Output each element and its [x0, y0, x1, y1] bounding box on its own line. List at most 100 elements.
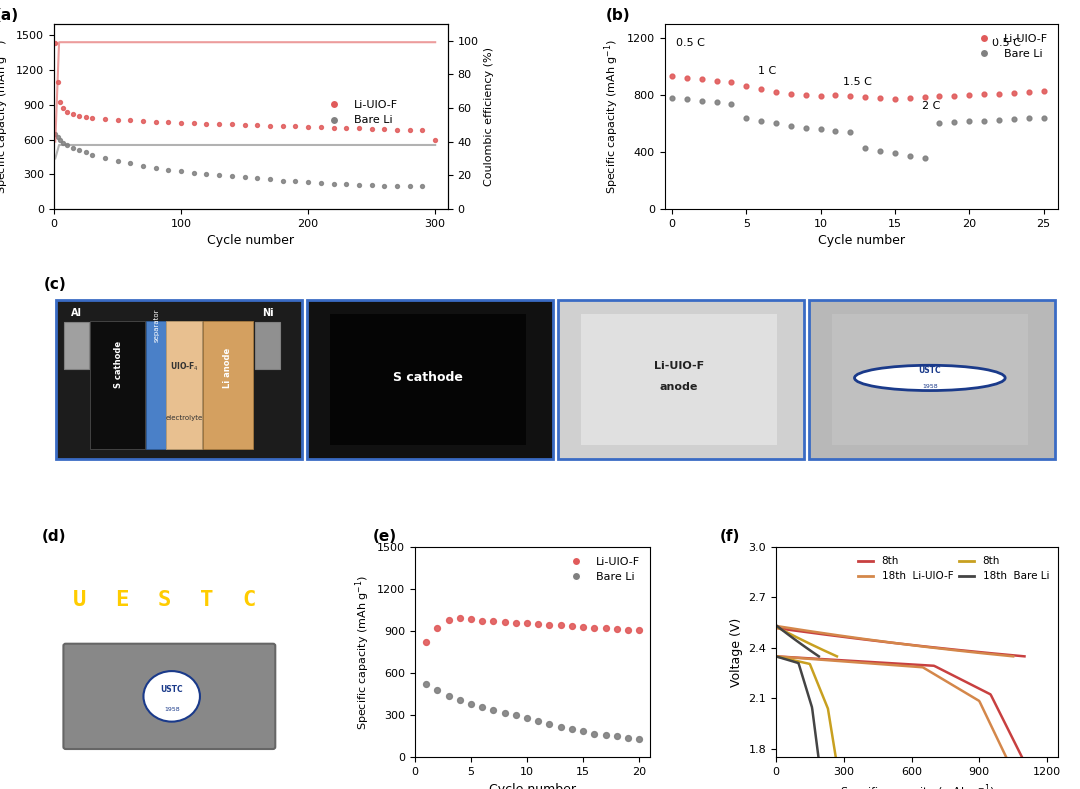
Point [83, 148, 100, 161]
Point [827, 125, 845, 137]
Point [401, 124, 418, 136]
Text: 0.5 C: 0.5 C [676, 39, 705, 48]
Point [753, 114, 770, 127]
Point [812, 89, 829, 102]
Point [147, 162, 164, 174]
Point [1005, 113, 1023, 125]
Point [887, 147, 904, 159]
Text: Li anode: Li anode [224, 348, 232, 388]
Point [496, 706, 513, 719]
Bar [558, 301, 805, 458]
Text: USTC: USTC [918, 366, 941, 375]
Point [552, 619, 569, 632]
Point [753, 83, 770, 95]
Point [338, 122, 355, 134]
Point [52, 96, 69, 109]
Point [376, 123, 393, 136]
Point [608, 623, 625, 635]
Y-axis label: Coulombic efficiency (%): Coulombic efficiency (%) [484, 47, 495, 186]
Text: Ni: Ni [262, 308, 273, 318]
Point [58, 138, 76, 151]
Point [529, 715, 546, 727]
Point [564, 723, 581, 735]
Point [261, 119, 279, 132]
Point [663, 70, 680, 83]
Point [946, 116, 963, 129]
Point [738, 80, 755, 93]
Point [575, 725, 592, 738]
Point [235, 171, 253, 184]
Point [71, 110, 89, 122]
Point [841, 90, 859, 103]
Text: S cathode: S cathode [393, 372, 462, 384]
Text: UIO-F$_4$: UIO-F$_4$ [170, 361, 199, 373]
Point [299, 121, 316, 133]
Point [1035, 111, 1052, 124]
Point [631, 733, 648, 746]
Point [147, 115, 164, 128]
Point [338, 178, 355, 190]
Point [693, 73, 711, 85]
Point [782, 120, 799, 133]
Point [1020, 86, 1037, 99]
Point [261, 173, 279, 185]
Legend: 8th, 18th  Li-UIO-F, 8th, 18th  Bare Li: 8th, 18th Li-UIO-F, 8th, 18th Bare Li [853, 552, 1053, 585]
Point [325, 122, 342, 134]
Point [975, 88, 993, 100]
Point [887, 92, 904, 105]
Point [812, 123, 829, 136]
Point [427, 133, 444, 146]
Point [529, 618, 546, 630]
Point [50, 75, 67, 88]
Point [508, 616, 525, 629]
Point [916, 91, 933, 103]
Text: (b): (b) [606, 8, 630, 23]
Point [738, 111, 755, 124]
Point [485, 615, 502, 627]
Point [211, 118, 228, 130]
Point [418, 636, 435, 649]
Point [248, 172, 266, 185]
Point [872, 92, 889, 104]
Text: 1.5 C: 1.5 C [842, 77, 872, 87]
Text: S: S [158, 590, 171, 610]
Text: electrolyte: electrolyte [166, 415, 203, 421]
Y-axis label: Voltage (V): Voltage (V) [730, 618, 743, 686]
Text: anode: anode [660, 382, 698, 391]
Point [160, 116, 177, 129]
Point [312, 121, 329, 133]
Point [65, 108, 82, 121]
Text: 1958: 1958 [164, 707, 179, 712]
Point [663, 92, 680, 104]
Point [901, 150, 918, 163]
Legend: Li-UIO-F, Bare Li: Li-UIO-F, Bare Li [561, 552, 645, 587]
Point [960, 88, 977, 101]
Text: 1 C: 1 C [758, 65, 777, 76]
X-axis label: Specific capacity (mAh g$^{-1}$): Specific capacity (mAh g$^{-1}$) [839, 783, 995, 789]
Point [585, 621, 603, 634]
Point [1020, 112, 1037, 125]
Point [185, 166, 202, 179]
Point [287, 175, 305, 188]
Point [274, 174, 292, 187]
Point [768, 117, 785, 129]
Bar [330, 314, 526, 445]
Point [109, 155, 126, 167]
Point [541, 717, 558, 730]
Bar [166, 320, 202, 449]
Text: S cathode: S cathode [113, 341, 123, 388]
Point [462, 697, 480, 710]
Point [46, 37, 64, 50]
Circle shape [854, 365, 1005, 391]
Point [518, 712, 536, 724]
Point [631, 624, 648, 637]
Point [1005, 87, 1023, 99]
Text: (c): (c) [44, 277, 67, 292]
Y-axis label: Specific capacity (mAh g$^{-1}$): Specific capacity (mAh g$^{-1}$) [353, 574, 372, 730]
Point [83, 112, 100, 125]
Legend: Li-UIO-F, Bare Li: Li-UIO-F, Bare Li [969, 29, 1053, 64]
Point [931, 117, 948, 129]
Bar [809, 301, 1055, 458]
Bar [833, 314, 1028, 445]
Point [109, 114, 126, 126]
